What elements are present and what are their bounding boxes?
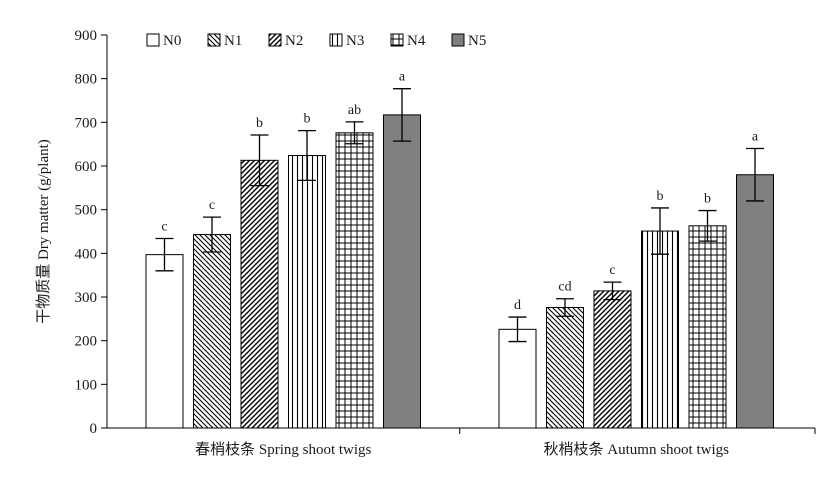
legend-label-n3: N3 (346, 33, 364, 49)
significance-letter: c (209, 198, 215, 213)
significance-letter: c (161, 219, 167, 234)
bar-n4-spring (335, 132, 374, 429)
labels: 0 100 200 300 400 500 600 700 800 900 干物质量 Dry mat… (35, 28, 759, 458)
significance-letter: c (609, 263, 615, 278)
legend: N0 N1 N2 N3 N4 N5 (146, 33, 486, 49)
legend-swatch-n4 (390, 33, 404, 47)
legend-label-n0: N0 (163, 33, 181, 49)
legend-label-n1: N1 (224, 33, 242, 49)
y-tick-label: 0 (90, 421, 98, 437)
significance-letter: a (399, 70, 406, 85)
category-label: 秋梢枝条 Autumn shoot twigs (544, 441, 730, 458)
significance-letter: a (752, 130, 759, 145)
significance-letter: b (704, 192, 711, 207)
y-tick-label: 400 (75, 246, 98, 262)
bar-n0-autumn (498, 328, 537, 429)
bar-n2-spring (240, 159, 279, 429)
significance-letter: b (256, 116, 263, 131)
bar-n5-spring (383, 114, 421, 429)
y-tick-label: 200 (75, 334, 98, 350)
y-tick-label: 300 (75, 290, 98, 306)
legend-swatch-n3 (329, 33, 343, 47)
y-tick-label: 900 (75, 28, 98, 44)
significance-letter: b (657, 189, 664, 204)
legend-swatch-n1 (207, 33, 221, 47)
y-tick-label: 600 (75, 159, 98, 175)
bar-n4-autumn (688, 225, 727, 429)
legend-swatch-n5 (451, 33, 465, 47)
y-tick-label: 100 (75, 377, 98, 393)
bar-n1-spring (193, 234, 231, 429)
y-tick-label: 700 (75, 115, 98, 131)
significance-letter: ab (348, 103, 361, 118)
category-label: 春梢枝条 Spring shoot twigs (195, 441, 371, 458)
y-tick-label: 800 (75, 72, 98, 88)
significance-letter: d (514, 298, 521, 313)
bar-n5-autumn (736, 174, 774, 429)
y-tick-label: 500 (75, 203, 98, 219)
bar-n0-spring (145, 254, 184, 429)
legend-label-n2: N2 (285, 33, 303, 49)
bar-n1-autumn (546, 306, 584, 429)
legend-swatch-n2 (268, 33, 282, 47)
legend-label-n5: N5 (468, 33, 486, 49)
significance-letter: cd (558, 280, 571, 295)
bar-n2-autumn (593, 290, 632, 429)
bar-n3-spring (288, 155, 326, 429)
bar-n3-autumn (641, 230, 679, 429)
y-axis-label: 干物质量 Dry matter (g/plant) (35, 139, 52, 324)
legend-swatch-n0 (146, 33, 160, 47)
significance-letter: b (304, 112, 311, 127)
legend-label-n4: N4 (407, 33, 426, 49)
bars (145, 88, 774, 429)
